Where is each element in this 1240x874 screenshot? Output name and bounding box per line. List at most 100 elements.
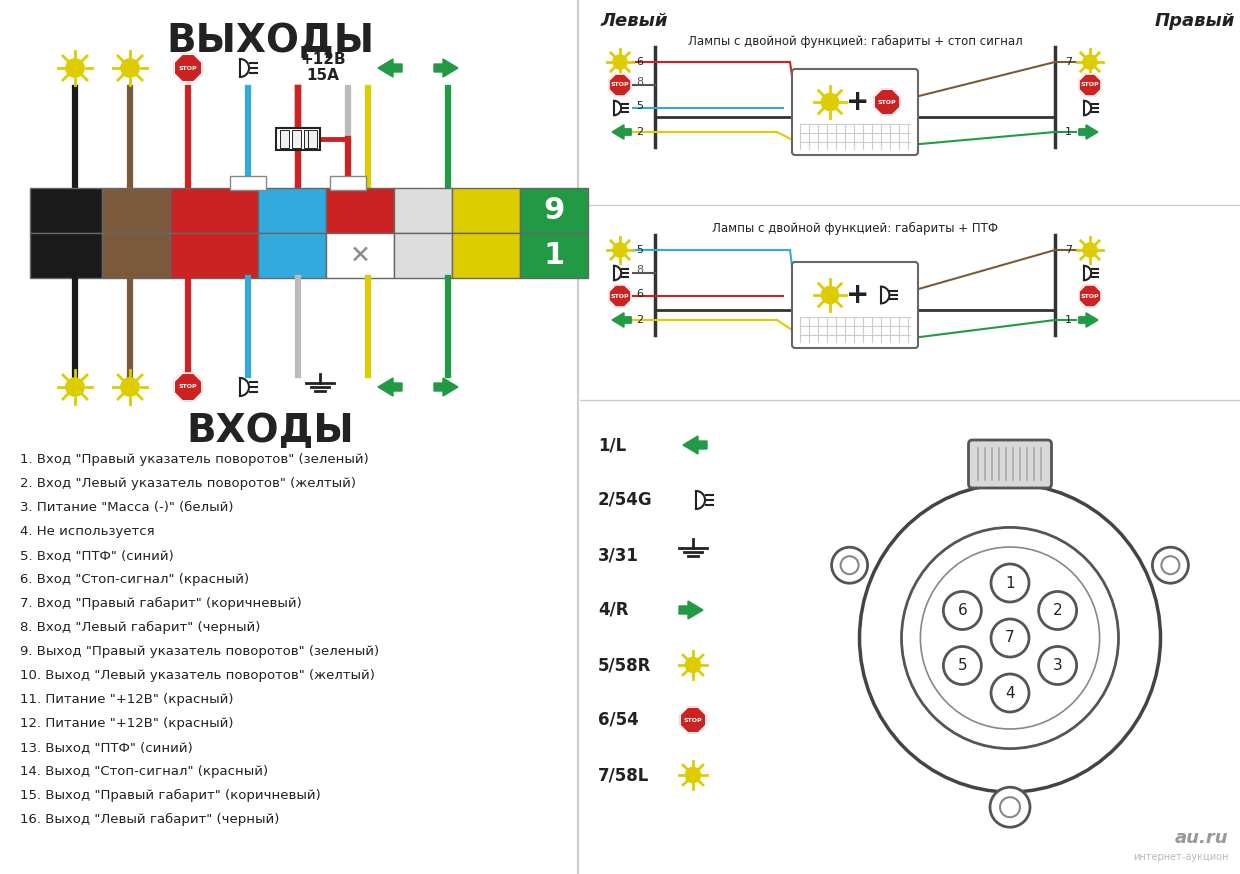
Text: 1: 1 <box>1065 315 1073 325</box>
Text: 9: 9 <box>543 196 564 225</box>
Text: Лампы с двойной функцией: габариты + стоп сигнал: Лампы с двойной функцией: габариты + сто… <box>688 35 1022 48</box>
FancyBboxPatch shape <box>453 233 520 278</box>
Text: 1: 1 <box>1006 575 1014 591</box>
FancyBboxPatch shape <box>102 233 170 278</box>
FancyBboxPatch shape <box>170 233 258 278</box>
Text: 5: 5 <box>636 101 644 111</box>
Polygon shape <box>680 707 706 733</box>
FancyBboxPatch shape <box>308 130 317 148</box>
Ellipse shape <box>901 527 1118 749</box>
Circle shape <box>66 378 84 396</box>
Text: ВХОДЫ: ВХОДЫ <box>186 412 353 450</box>
Text: STOP: STOP <box>179 385 197 390</box>
Circle shape <box>841 556 858 574</box>
Ellipse shape <box>920 547 1100 729</box>
FancyBboxPatch shape <box>229 176 267 190</box>
Circle shape <box>832 547 868 583</box>
Text: +12В: +12В <box>300 52 346 66</box>
Text: 4/R: 4/R <box>598 601 629 619</box>
Text: 2/54G: 2/54G <box>598 491 652 509</box>
Polygon shape <box>1079 74 1101 96</box>
FancyBboxPatch shape <box>170 188 258 233</box>
Circle shape <box>1039 592 1076 629</box>
Text: STOP: STOP <box>610 82 630 87</box>
Text: +: + <box>847 281 869 309</box>
Text: 12. Питание "+12В" (красный): 12. Питание "+12В" (красный) <box>20 717 233 730</box>
Text: 7: 7 <box>1006 630 1014 646</box>
Text: 8. Вход "Левый габарит" (черный): 8. Вход "Левый габарит" (черный) <box>20 621 260 634</box>
FancyBboxPatch shape <box>258 233 326 278</box>
Circle shape <box>686 658 701 672</box>
Text: 14. Выход "Стоп-сигнал" (красный): 14. Выход "Стоп-сигнал" (красный) <box>20 765 268 778</box>
FancyBboxPatch shape <box>520 188 588 233</box>
Circle shape <box>822 287 838 303</box>
Circle shape <box>944 592 981 629</box>
Text: 4: 4 <box>1006 685 1014 700</box>
Polygon shape <box>174 373 202 401</box>
Text: интернет-аукцион: интернет-аукцион <box>1132 852 1228 862</box>
Text: STOP: STOP <box>1081 294 1100 299</box>
Circle shape <box>1162 556 1179 574</box>
Text: 2: 2 <box>636 315 644 325</box>
Text: 5: 5 <box>636 245 644 255</box>
Polygon shape <box>174 54 202 82</box>
Text: 3: 3 <box>1053 658 1063 673</box>
Text: Лампы с двойной функцией: габариты + ПТФ: Лампы с двойной функцией: габариты + ПТФ <box>712 222 998 235</box>
Text: 2. Вход "Левый указатель поворотов" (желтый): 2. Вход "Левый указатель поворотов" (жел… <box>20 477 356 490</box>
Text: STOP: STOP <box>683 718 702 723</box>
Text: 2: 2 <box>636 127 644 137</box>
FancyBboxPatch shape <box>30 188 102 233</box>
Circle shape <box>1152 547 1188 583</box>
FancyBboxPatch shape <box>520 233 588 278</box>
Text: 6: 6 <box>957 603 967 618</box>
Text: 1: 1 <box>543 241 564 270</box>
FancyBboxPatch shape <box>30 233 102 278</box>
Circle shape <box>991 674 1029 712</box>
Polygon shape <box>1079 125 1097 139</box>
Polygon shape <box>1079 285 1101 307</box>
Text: 1. Вход "Правый указатель поворотов" (зеленый): 1. Вход "Правый указатель поворотов" (зе… <box>20 453 368 466</box>
Text: 1: 1 <box>1065 127 1073 137</box>
Ellipse shape <box>859 484 1161 792</box>
Text: 7: 7 <box>1065 57 1073 67</box>
Text: 8: 8 <box>636 265 644 275</box>
Circle shape <box>614 243 626 257</box>
Polygon shape <box>613 313 631 327</box>
Text: Левый: Левый <box>600 12 667 30</box>
Circle shape <box>991 564 1029 602</box>
Text: ВЫХОДЫ: ВЫХОДЫ <box>166 22 374 60</box>
Polygon shape <box>434 378 458 396</box>
Circle shape <box>944 647 981 684</box>
Text: 7. Вход "Правый габарит" (коричневый): 7. Вход "Правый габарит" (коричневый) <box>20 597 301 610</box>
Polygon shape <box>680 601 703 619</box>
Text: 3. Питание "Масса (-)" (белый): 3. Питание "Масса (-)" (белый) <box>20 501 233 514</box>
Text: 6/54: 6/54 <box>598 711 639 729</box>
FancyBboxPatch shape <box>968 440 1052 488</box>
Text: ✕: ✕ <box>350 244 371 267</box>
Text: 5: 5 <box>957 658 967 673</box>
Text: Правый: Правый <box>1154 12 1235 30</box>
Text: 15. Выход "Правый габарит" (коричневый): 15. Выход "Правый габарит" (коричневый) <box>20 789 321 802</box>
FancyBboxPatch shape <box>326 233 394 278</box>
Text: 4. Не используется: 4. Не используется <box>20 525 155 538</box>
Text: STOP: STOP <box>1081 82 1100 87</box>
Text: 13. Выход "ПТФ" (синий): 13. Выход "ПТФ" (синий) <box>20 741 192 754</box>
FancyBboxPatch shape <box>277 128 320 150</box>
FancyBboxPatch shape <box>326 188 394 233</box>
Polygon shape <box>613 125 631 139</box>
Circle shape <box>1084 243 1096 257</box>
Text: 5/58R: 5/58R <box>598 656 651 674</box>
Polygon shape <box>609 74 631 96</box>
Polygon shape <box>378 59 402 77</box>
FancyBboxPatch shape <box>280 130 289 148</box>
Text: 6: 6 <box>636 57 644 67</box>
Text: 3/31: 3/31 <box>598 546 639 564</box>
Text: 8: 8 <box>636 77 644 87</box>
Polygon shape <box>874 89 900 115</box>
Text: 15А: 15А <box>306 68 340 84</box>
Circle shape <box>822 94 838 110</box>
Text: 10. Выход "Левый указатель поворотов" (желтый): 10. Выход "Левый указатель поворотов" (ж… <box>20 669 374 682</box>
FancyBboxPatch shape <box>291 130 301 148</box>
Polygon shape <box>434 59 458 77</box>
Circle shape <box>122 59 139 77</box>
